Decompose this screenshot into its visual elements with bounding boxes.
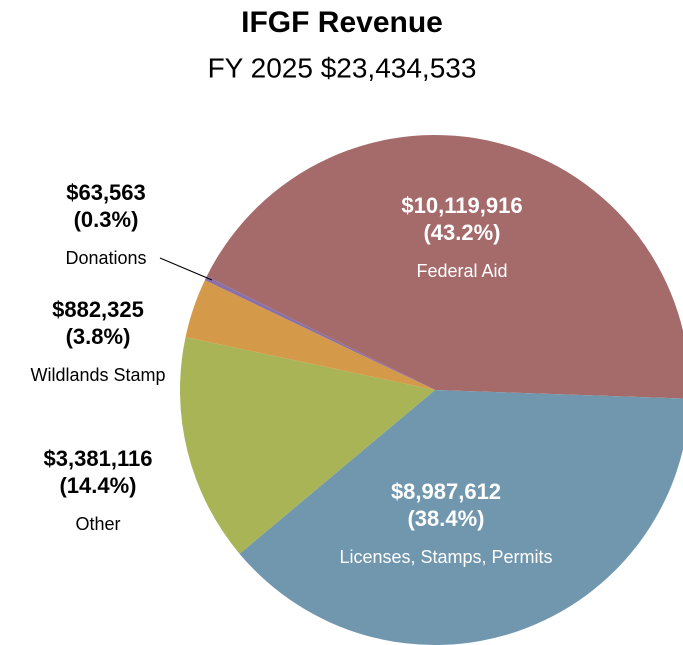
percent-label: (43.2%) [423, 220, 500, 245]
value-label: $8,987,612 [391, 479, 501, 504]
chart-title: IFGF Revenue [241, 6, 443, 39]
value-label: $3,381,116 [44, 446, 153, 471]
percent-label: (3.8%) [66, 324, 131, 349]
chart-subtitle: FY 2025 $23,434,533 [208, 52, 477, 83]
pie-slice [204, 276, 435, 390]
value-label: $10,119,916 [401, 193, 522, 218]
leader-line [159, 257, 213, 281]
category-label: Licenses, Stamps, Permits [339, 547, 552, 567]
pie-slice [206, 135, 683, 399]
pie-slice [185, 280, 435, 390]
pie [179, 135, 683, 645]
category-label: Wildlands Stamp [30, 365, 165, 385]
percent-label: (0.3%) [74, 207, 139, 232]
value-label: $882,325 [52, 297, 144, 322]
category-label: Other [75, 514, 120, 534]
category-label: Federal Aid [416, 261, 507, 281]
value-label: $63,563 [66, 180, 146, 205]
percent-label: (38.4%) [407, 506, 484, 531]
percent-label: (14.4%) [59, 473, 136, 498]
pie-slice [179, 337, 435, 554]
pie-slice [239, 390, 683, 645]
category-label: Donations [65, 248, 146, 268]
